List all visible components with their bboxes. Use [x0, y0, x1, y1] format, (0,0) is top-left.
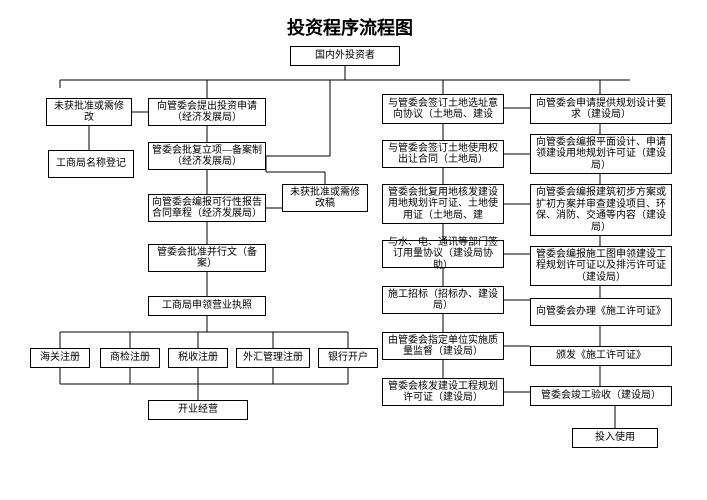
flowchart-node: 管委会核发建设工程规划许可证（建设局）: [382, 378, 504, 406]
flowchart-node: 管委会批复立项—备案制（经济发展局）: [148, 142, 266, 170]
flowchart-node: 银行开户: [318, 348, 378, 368]
flowchart-node: 外汇管理注册: [236, 348, 310, 368]
flowchart-title: 投资程序流程图: [250, 14, 450, 40]
flowchart-node: 投入使用: [572, 428, 658, 448]
flowchart-node: 国内外投资者: [290, 46, 400, 66]
flowchart-node: 向管委会编报平面设计、申请领建设用地规划许可证（建设局）: [530, 134, 672, 174]
flowchart-node: 由管委会指定单位实施质量监督（建设局）: [382, 332, 504, 360]
flowchart-node: 工商局名称登记: [48, 150, 134, 178]
flowchart-node: 未获批准或需修改: [46, 98, 132, 126]
flowchart-node: 税收注册: [168, 348, 228, 368]
flowchart-node: 向管委会提出投资申请（经济发展局）: [148, 98, 266, 126]
flowchart-node: 与管委会签订土地使用权出让合同（土地局）: [382, 140, 504, 168]
flowchart-node: 颁发《施工许可证》: [530, 346, 672, 366]
flowchart-node: 管委会批准并行文（备案）: [148, 244, 266, 272]
flowchart-node: 向管委会办理《施工许可证》: [530, 298, 672, 326]
flowchart-node: 向管委会编报可行性报告合同章程（经济发展局）: [148, 194, 266, 222]
flowchart-node: 工商局申领营业执照: [148, 296, 266, 316]
flowchart-node: 未获批准或需修改稿: [282, 184, 368, 212]
flowchart-node: 管委会编报施工图申领建设工程规划许可证以及排污许可证（建设局）: [530, 246, 672, 286]
flowchart-node: 海关注册: [30, 348, 90, 368]
flowchart-node: 开业经营: [148, 400, 248, 420]
flowchart-node: 管委会批复用地核发建设用地规划许可证、土地使用证（土地局、建: [382, 184, 504, 224]
flowchart-node: 管委会竣工验收（建设局）: [530, 386, 672, 406]
flowchart-node: 施工招标（招标办、建设局）: [382, 286, 504, 314]
flowchart-node: 与水、电、通讯等部门签订用量协议（建设局协助）: [382, 240, 504, 268]
flowchart-node: 向管委会编报建筑初步方案或扩初方案并审查建设项目、环保、消防、交通等内容（建设局…: [530, 184, 672, 236]
flowchart-node: 与管委会签订土地选址意向协议（土地局、建设: [382, 94, 504, 124]
flowchart-node: 商检注册: [100, 348, 160, 368]
flowchart-node: 向管委会申请提供规划设计要求（建设局）: [530, 94, 672, 124]
